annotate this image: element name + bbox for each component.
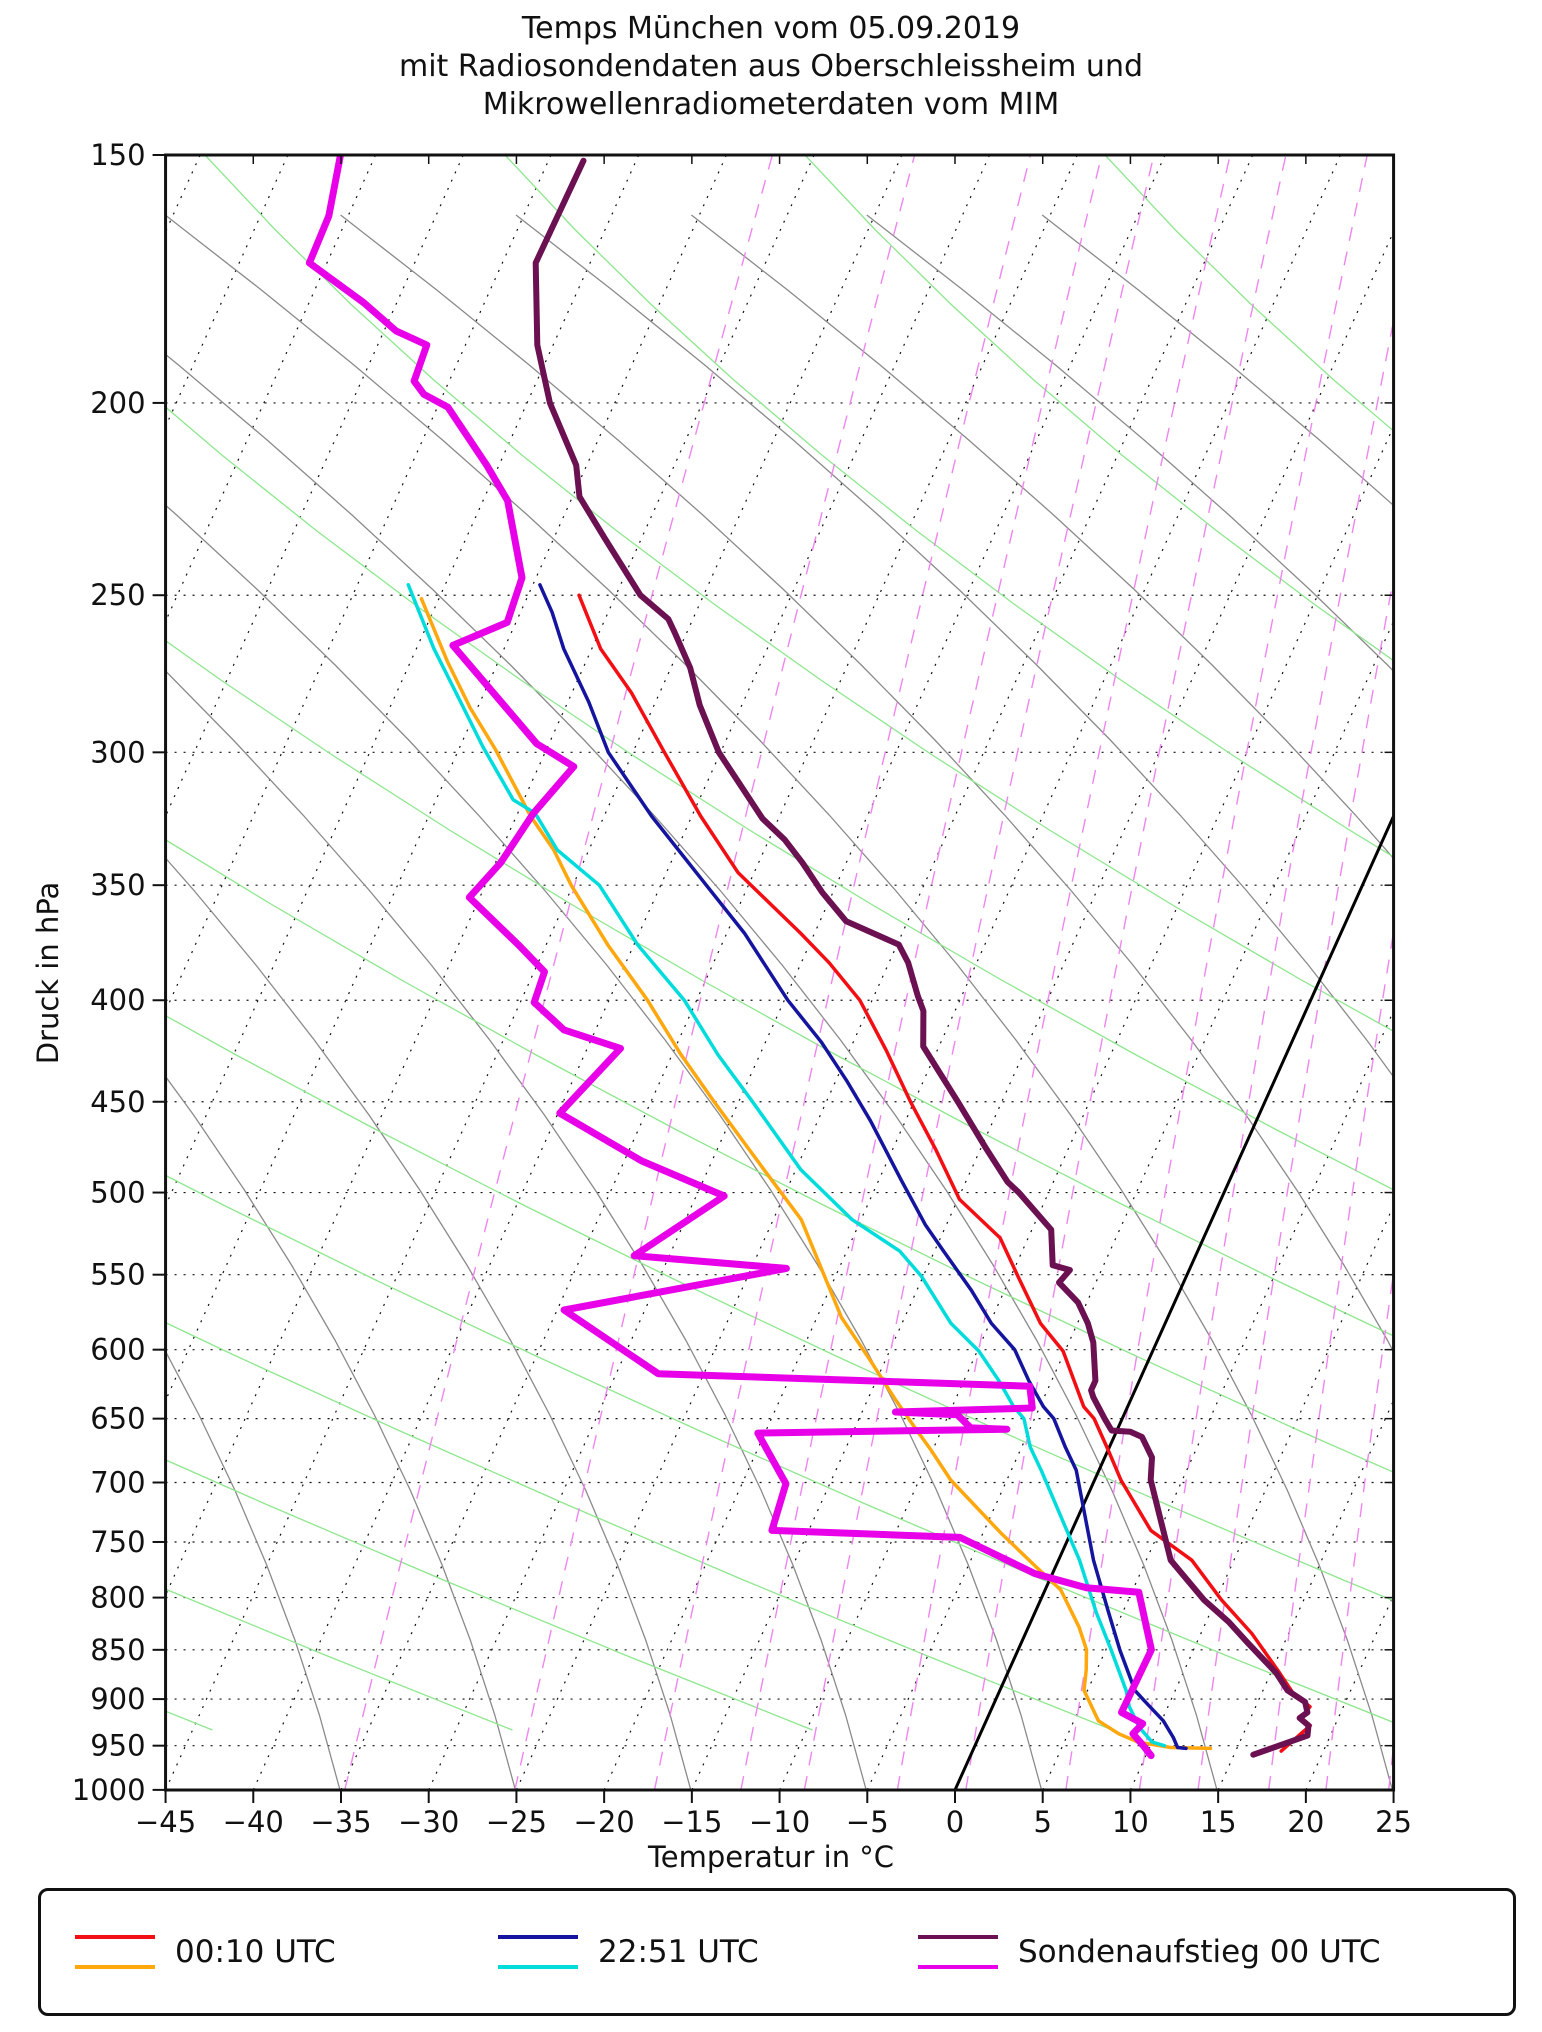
moist-adiabat-lines xyxy=(165,155,1394,1731)
svg-text:600: 600 xyxy=(90,1333,145,1367)
svg-text:25: 25 xyxy=(1375,1805,1412,1839)
svg-text:−5: −5 xyxy=(846,1805,889,1839)
series-22:51-utc-temperatur xyxy=(538,583,1188,1751)
svg-text:650: 650 xyxy=(90,1402,145,1436)
svg-text:800: 800 xyxy=(90,1581,145,1615)
series-00:10-utc-temperatur xyxy=(577,593,1313,1753)
svg-text:1000: 1000 xyxy=(72,1773,146,1807)
svg-text:400: 400 xyxy=(90,983,145,1017)
legend: 00:10 UTC 22:51 UTC Sondenaufstieg 00 UT… xyxy=(38,1888,1516,2016)
legend-entry-2251utc: 22:51 UTC xyxy=(498,1891,759,2013)
chart-title-line3: Mikrowellenradiometerdaten vom MIM xyxy=(482,87,1060,122)
legend-entry-0010utc: 00:10 UTC xyxy=(75,1891,336,2013)
legend-line-magenta-icon xyxy=(918,1965,998,1969)
x-axis-label: Temperatur in °C xyxy=(647,1840,895,1874)
series-sondenaufstieg-00-utc-taupunkt xyxy=(305,155,1155,1760)
svg-text:350: 350 xyxy=(90,868,145,902)
legend-label-2251utc: 22:51 UTC xyxy=(598,1934,759,1970)
svg-text:300: 300 xyxy=(90,735,145,769)
legend-line-maroon-icon xyxy=(918,1935,998,1939)
svg-text:850: 850 xyxy=(90,1633,145,1667)
svg-text:150: 150 xyxy=(90,138,145,172)
svg-text:750: 750 xyxy=(90,1525,145,1559)
svg-text:−35: −35 xyxy=(310,1805,371,1839)
chart-title: Temps München vom 05.09.2019 mit Radioso… xyxy=(0,10,1542,124)
legend-swatch-pair-0010utc xyxy=(75,1929,155,1975)
series-sondenaufstieg-00-utc-temperatur xyxy=(532,157,1312,1758)
legend-label-sondenaufstieg: Sondenaufstieg 00 UTC xyxy=(1018,1934,1381,1970)
dry-adiabat-lines xyxy=(165,214,1394,1790)
svg-text:950: 950 xyxy=(90,1729,145,1763)
sounding-curves xyxy=(305,155,1313,1760)
svg-text:−45: −45 xyxy=(135,1805,196,1839)
legend-line-orange-icon xyxy=(75,1965,155,1969)
plot-layers xyxy=(165,155,1394,1790)
legend-line-navy-icon xyxy=(498,1935,578,1939)
legend-swatch-pair-2251utc xyxy=(498,1929,578,1975)
chart-title-line2: mit Radiosondendaten aus Oberschleisshei… xyxy=(398,49,1144,84)
svg-text:450: 450 xyxy=(90,1085,145,1119)
svg-text:500: 500 xyxy=(90,1176,145,1210)
svg-text:−20: −20 xyxy=(574,1805,635,1839)
svg-text:20: 20 xyxy=(1287,1805,1324,1839)
chart-title-line1: Temps München vom 05.09.2019 xyxy=(521,11,1021,46)
svg-text:900: 900 xyxy=(90,1682,145,1716)
series-22:51-utc-taupunkt xyxy=(406,583,1167,1748)
svg-text:0: 0 xyxy=(946,1805,964,1839)
svg-text:−15: −15 xyxy=(661,1805,722,1839)
svg-text:−25: −25 xyxy=(486,1805,547,1839)
svg-text:15: 15 xyxy=(1200,1805,1237,1839)
legend-swatch-pair-sondenaufstieg xyxy=(918,1929,998,1975)
svg-text:10: 10 xyxy=(1112,1805,1149,1839)
series-00:10-utc-taupunkt xyxy=(419,596,1213,1751)
axis-ticks-and-labels: −45 −40 −35 −30 −25 −20 −15 −10 −5 0 5 10 15 20 25 150 2… xyxy=(72,138,1412,1839)
plot-frame xyxy=(164,153,1396,1792)
svg-text:250: 250 xyxy=(90,578,145,612)
svg-text:−10: −10 xyxy=(749,1805,810,1839)
mixing-ratio-lines xyxy=(344,155,1394,1790)
y-axis-label: Druck in hPa xyxy=(31,881,65,1065)
legend-label-0010utc: 00:10 UTC xyxy=(175,1934,336,1970)
pressure-gridlines xyxy=(165,402,1394,1747)
svg-text:700: 700 xyxy=(90,1466,145,1500)
freezing-isotherm-line xyxy=(953,812,1394,1790)
svg-text:200: 200 xyxy=(90,386,145,420)
svg-text:−30: −30 xyxy=(398,1805,459,1839)
legend-line-red-icon xyxy=(75,1935,155,1939)
legend-entry-sondenaufstieg: Sondenaufstieg 00 UTC xyxy=(918,1891,1381,2013)
svg-text:−40: −40 xyxy=(223,1805,284,1839)
legend-line-cyan-icon xyxy=(498,1965,578,1969)
svg-text:5: 5 xyxy=(1033,1805,1051,1839)
svg-text:550: 550 xyxy=(90,1258,145,1292)
